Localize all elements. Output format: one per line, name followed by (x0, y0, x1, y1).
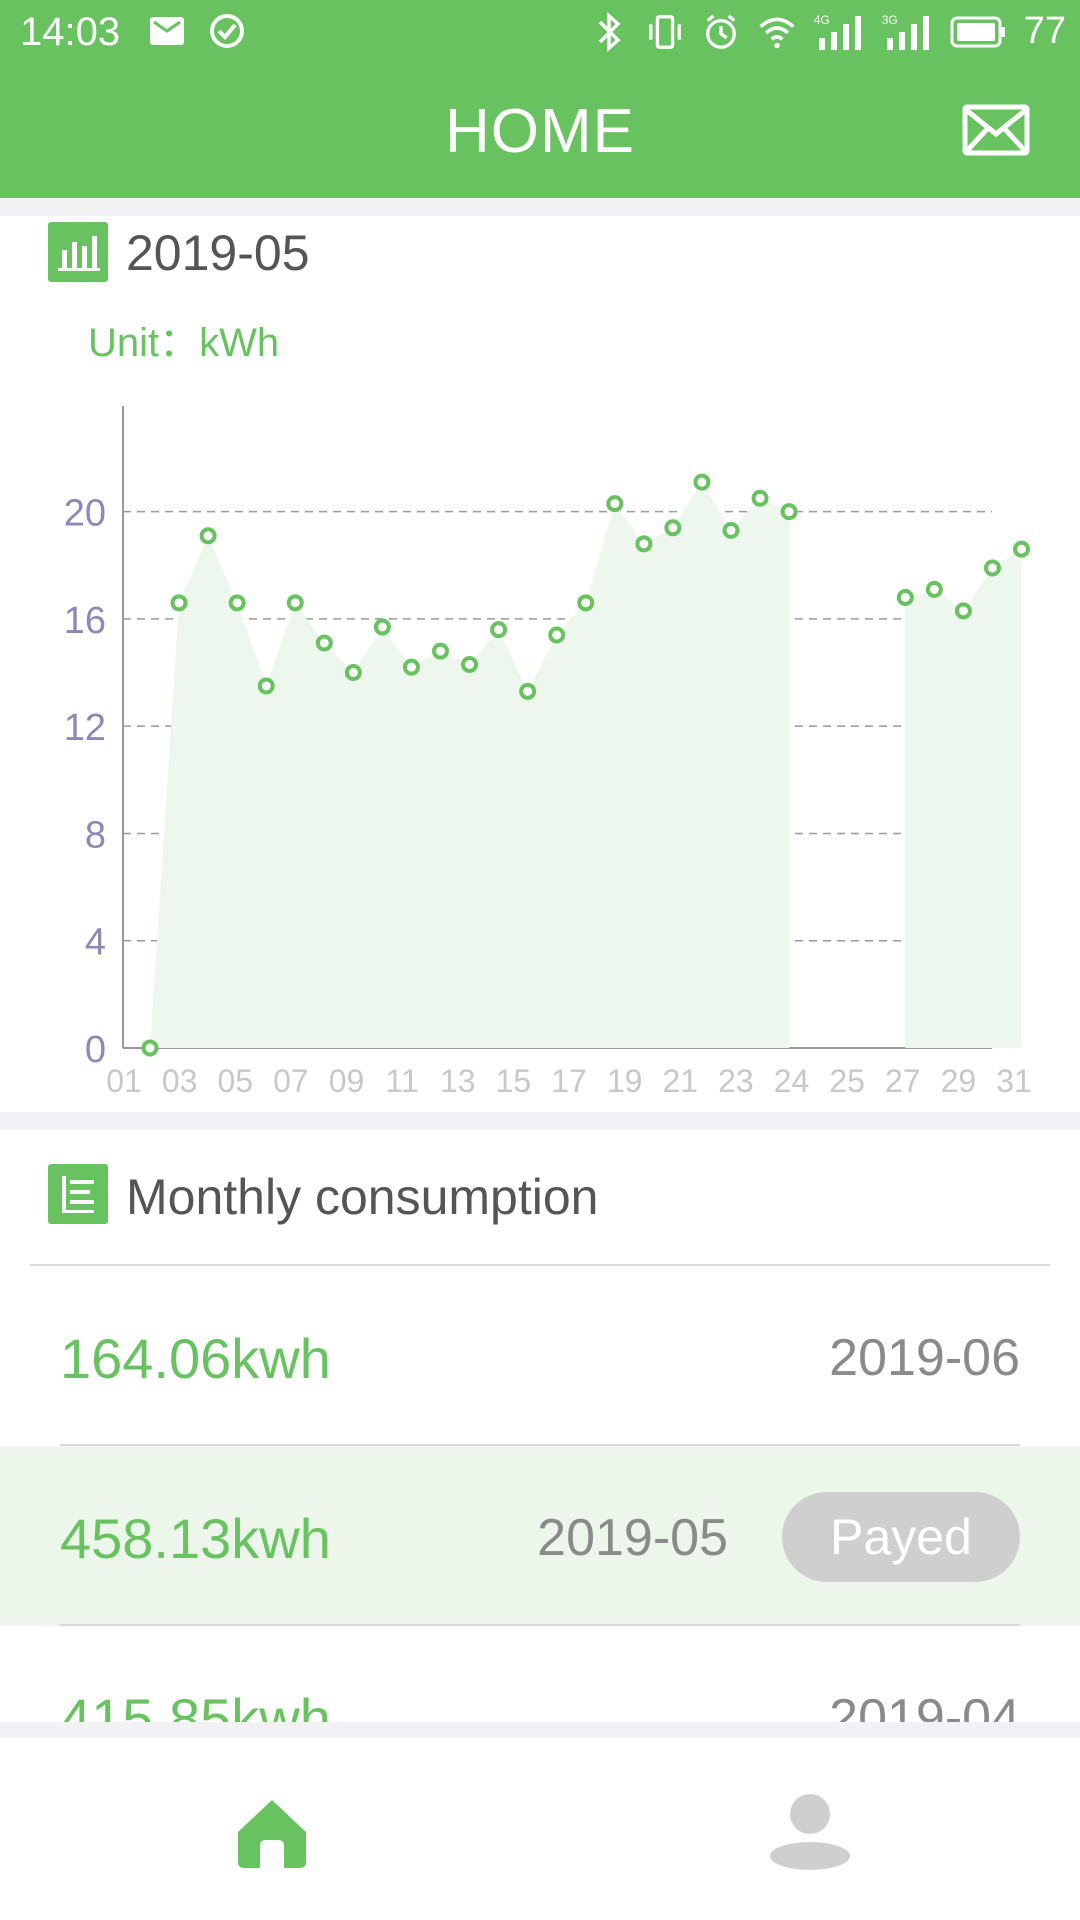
area-fill (905, 549, 1022, 1048)
data-point (1013, 540, 1030, 558)
data-point (751, 489, 769, 507)
payed-badge: Payed (782, 1492, 1020, 1582)
data-point (954, 602, 972, 620)
user-icon[interactable] (766, 1792, 854, 1872)
x-tick-label: 09 (329, 1063, 365, 1099)
data-point (170, 594, 188, 612)
data-point (344, 664, 362, 682)
data-point (983, 559, 1001, 577)
data-point (925, 580, 943, 598)
data-point (780, 503, 798, 521)
data-point (315, 634, 333, 652)
x-tick-label: 24 (774, 1063, 810, 1099)
y-tick-label: 4 (85, 922, 106, 964)
data-point (577, 594, 595, 612)
list-icon (48, 1164, 108, 1224)
data-point (664, 519, 682, 537)
y-tick-label: 12 (64, 707, 106, 749)
chart-unit-label: Unit：kWh (88, 321, 280, 365)
data-point (693, 473, 711, 491)
bluetooth-icon (590, 11, 628, 52)
y-tick-label: 0 (85, 1029, 106, 1071)
wifi-icon (758, 13, 796, 51)
x-tick-label: 21 (662, 1063, 698, 1099)
chart-month-title: 2019-05 (126, 225, 310, 281)
data-point (199, 527, 217, 545)
data-point (635, 535, 653, 553)
bar-chart-icon (48, 222, 108, 282)
x-tick-label: 31 (996, 1063, 1032, 1099)
monthly-row-selected[interactable]: 458.13kwh 2019-05 Payed (0, 1446, 1080, 1626)
x-tick-label: 07 (273, 1063, 309, 1099)
page-title: HOME (445, 97, 635, 166)
bottom-navigation (0, 1738, 1080, 1920)
check-circle-icon (208, 12, 246, 50)
x-tick-label: 11 (386, 1063, 419, 1099)
status-bar: 14:03 4G 3G 77 (0, 0, 1080, 66)
data-point (286, 594, 304, 612)
row-month: 2019-05 (537, 1509, 728, 1567)
x-tick-label: 15 (496, 1063, 532, 1099)
signal-3g-icon: 3G (882, 13, 932, 51)
y-tick-label: 16 (64, 600, 106, 642)
data-point (606, 495, 624, 513)
x-tick-label: 17 (551, 1063, 587, 1099)
x-tick-label: 19 (607, 1063, 643, 1099)
monthly-consumption-card: Monthly consumption 164.06kwh 2019-06 45… (0, 1130, 1080, 1722)
monthly-row[interactable]: 415.85kwh 2019-04 (0, 1626, 1080, 1722)
data-point (490, 621, 508, 639)
x-tick-label: 29 (941, 1063, 977, 1099)
data-point (373, 618, 391, 636)
data-point (257, 677, 275, 695)
mail-notification-icon (148, 12, 186, 50)
x-tick-label: 13 (440, 1063, 476, 1099)
signal-4g-label: 4G (813, 12, 830, 27)
x-tick-label: 23 (718, 1063, 754, 1099)
x-tick-label: 05 (217, 1063, 253, 1099)
envelope-icon[interactable] (962, 104, 1030, 161)
row-kwh: 415.85kwh (60, 1687, 331, 1722)
x-tick-label: 25 (829, 1063, 865, 1099)
data-point (228, 594, 246, 612)
data-point (722, 521, 740, 539)
x-tick-label: 03 (162, 1063, 198, 1099)
usage-chart-card: 2019-05 Unit：kWh 0 4 8 12 16 20 01 03 05 07 09 11 13… (0, 216, 1080, 1112)
data-point (432, 642, 449, 660)
data-point (461, 656, 479, 673)
x-tick-label: 27 (885, 1063, 921, 1099)
monthly-row[interactable]: 164.06kwh 2019-06 (0, 1266, 1080, 1446)
divider (30, 1264, 1050, 1266)
data-point (896, 588, 914, 606)
app-header: HOME (0, 66, 1080, 198)
signal-3g-label: 3G (881, 12, 898, 27)
row-kwh: 164.06kwh (60, 1327, 331, 1390)
monthly-title: Monthly consumption (126, 1169, 599, 1225)
battery-level: 77 (1023, 10, 1066, 52)
data-point (548, 626, 566, 644)
data-point (519, 682, 537, 700)
y-tick-label: 20 (64, 493, 106, 535)
row-month: 2019-06 (829, 1329, 1020, 1387)
area-fill (150, 482, 790, 1048)
usage-chart: 0 4 8 12 16 20 01 03 05 07 09 11 13 15 17 19 21 23 24 25 27 2… (64, 406, 1032, 1099)
vibrate-icon (646, 13, 684, 51)
signal-4g-icon: 4G (814, 13, 864, 51)
row-divider (60, 1444, 1020, 1446)
battery-icon (950, 13, 1006, 51)
home-icon[interactable] (232, 1792, 312, 1872)
x-tick-label: 01 (106, 1063, 142, 1099)
y-tick-label: 8 (85, 814, 106, 856)
alarm-icon (702, 13, 740, 51)
row-divider (60, 1624, 1020, 1626)
data-point (141, 1039, 159, 1057)
row-month: 2019-04 (829, 1689, 1020, 1722)
data-point (402, 658, 420, 676)
status-time: 14:03 (20, 10, 121, 54)
row-kwh: 458.13kwh (60, 1507, 331, 1570)
